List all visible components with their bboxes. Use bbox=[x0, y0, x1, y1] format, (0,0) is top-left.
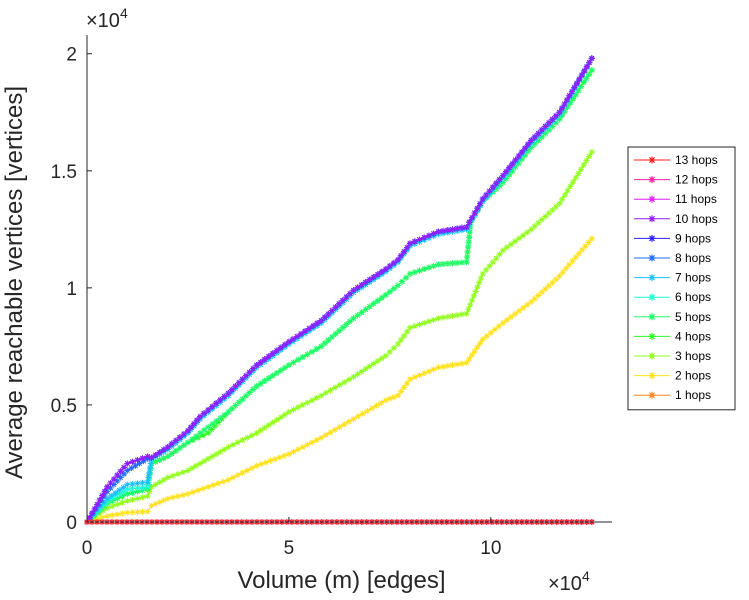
legend-swatch-marker bbox=[649, 333, 656, 340]
legend-swatch-marker bbox=[649, 353, 656, 360]
x-multiplier-exponent: 4 bbox=[582, 568, 590, 584]
y-multiplier-label: ×104 bbox=[86, 5, 128, 32]
legend-label: 11 hops bbox=[675, 192, 717, 206]
series-layer bbox=[84, 55, 595, 525]
legend-label: 7 hops bbox=[675, 271, 711, 285]
y-tick-label: 2 bbox=[66, 45, 77, 66]
series-markers bbox=[84, 67, 595, 525]
x-tick-label: 5 bbox=[284, 538, 295, 559]
x-tick-label: 0 bbox=[82, 538, 93, 559]
x-multiplier-label: ×104 bbox=[548, 568, 590, 595]
legend-swatch-marker bbox=[649, 313, 656, 320]
x-multiplier-base: ×10 bbox=[548, 573, 582, 595]
legend-swatch-marker bbox=[649, 215, 656, 222]
y-ticks: 0 0.5 1 1.5 2 bbox=[51, 45, 92, 534]
series-7 bbox=[84, 55, 595, 525]
series-line bbox=[87, 70, 592, 522]
legend-swatch-marker bbox=[649, 372, 656, 379]
legend-label: 6 hops bbox=[675, 290, 711, 304]
legend-swatch-marker bbox=[649, 235, 656, 242]
x-tick-label: 10 bbox=[480, 538, 501, 559]
series-line bbox=[87, 70, 592, 522]
legend-label: 10 hops bbox=[675, 212, 718, 226]
legend-swatch-marker bbox=[649, 157, 656, 164]
y-axis-label: Average reachable vertices [vertices] bbox=[1, 86, 28, 479]
legend: 13 hops 12 hops 11 hops 10 hops 9 hops 8 hops… bbox=[628, 147, 735, 410]
legend-label: 5 hops bbox=[675, 310, 711, 324]
legend-swatch-marker bbox=[649, 392, 656, 399]
legend-label: 4 hops bbox=[675, 329, 711, 343]
y-multiplier-base: ×10 bbox=[86, 10, 120, 32]
series-10 bbox=[84, 67, 595, 525]
legend-label: 2 hops bbox=[675, 369, 711, 383]
series-markers bbox=[84, 67, 595, 525]
legend-swatch-marker bbox=[649, 176, 656, 183]
y-tick-label: 0.5 bbox=[51, 396, 77, 417]
legend-label: 1 hops bbox=[675, 388, 711, 402]
legend-swatch-marker bbox=[649, 294, 656, 301]
legend-label: 8 hops bbox=[675, 251, 711, 265]
y-tick-label: 1 bbox=[66, 279, 77, 300]
y-tick-label: 1.5 bbox=[51, 162, 77, 183]
legend-label: 13 hops bbox=[675, 153, 718, 167]
legend-swatch-marker bbox=[649, 274, 656, 281]
legend-label: 12 hops bbox=[675, 173, 718, 187]
legend-swatch-marker bbox=[649, 196, 656, 203]
series-11 bbox=[84, 149, 595, 525]
x-axis-label: Volume (m) [edges] bbox=[237, 567, 445, 594]
legend-swatch-marker bbox=[649, 255, 656, 262]
series-markers bbox=[84, 55, 595, 525]
y-multiplier-exponent: 4 bbox=[120, 5, 128, 21]
series-markers bbox=[84, 149, 595, 525]
y-tick-label: 0 bbox=[66, 513, 77, 534]
legend-label: 3 hops bbox=[675, 349, 711, 363]
series-line bbox=[87, 152, 592, 522]
series-9 bbox=[84, 67, 595, 525]
legend-label: 9 hops bbox=[675, 231, 711, 245]
